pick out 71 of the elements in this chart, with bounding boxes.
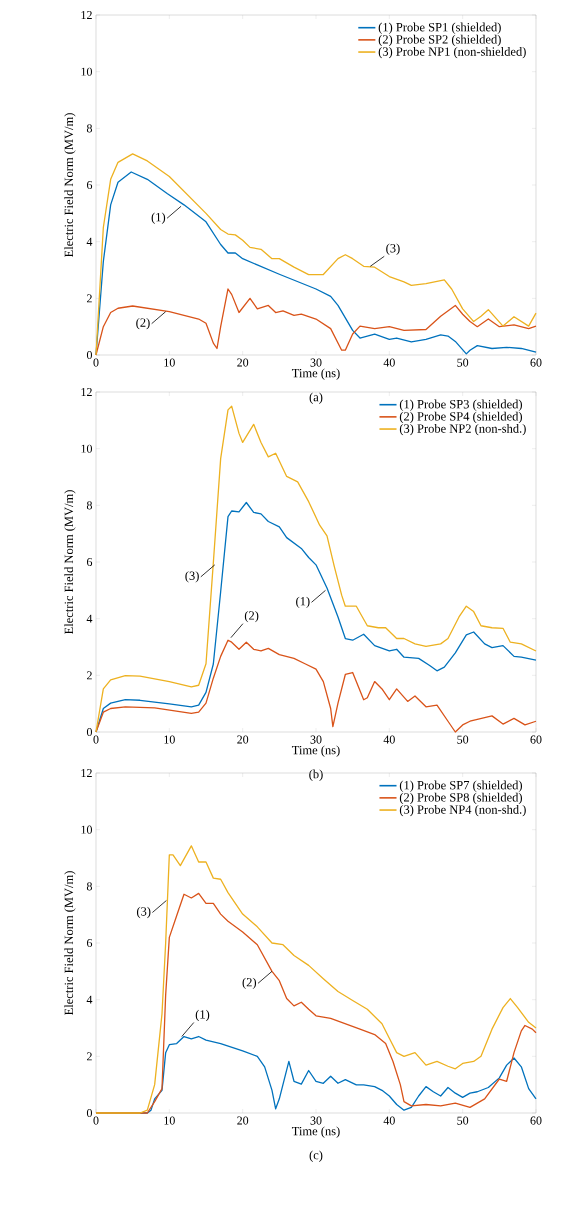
x-tick-label: 50 — [457, 358, 469, 367]
x-tick-label: 0 — [93, 1116, 99, 1125]
x-tick-label: 30 — [310, 1116, 322, 1125]
x-tick-label: 20 — [237, 1116, 249, 1125]
x-tick-label: 30 — [310, 358, 322, 367]
annotation: (2) — [244, 610, 259, 623]
y-tick-label: 4 — [86, 995, 93, 1004]
x-tick-label: 50 — [457, 735, 469, 744]
x-tick-label: 60 — [530, 735, 542, 744]
line-series — [95, 845, 537, 1114]
y-tick-label: 12 — [81, 11, 92, 19]
y-tick-label: 4 — [86, 237, 93, 246]
annotation: (b) — [309, 769, 323, 781]
x-tick-label: 20 — [237, 358, 249, 367]
x-tick-label: 50 — [457, 1116, 469, 1125]
y-tick-label: 6 — [86, 557, 93, 567]
y-axis-title: Electric Field Norm (MV/m) — [64, 871, 76, 1016]
annotation: (3) — [136, 906, 151, 919]
y-tick-label: 0 — [86, 350, 92, 360]
annotation: (1) — [296, 596, 310, 609]
x-tick-label: 60 — [530, 358, 542, 367]
legend-label: (1) Probe SP1 (shielded) — [378, 22, 501, 34]
y-axis-title: Electric Field Norm (MV/m) — [64, 490, 76, 635]
x-tick-label: 60 — [530, 1116, 542, 1125]
y-axis-title: Electric Field Norm (MV/m) — [64, 113, 76, 258]
x-axis-title: Time (ns) — [291, 1126, 340, 1138]
y-tick-label: 6 — [86, 938, 93, 948]
legend-label: (1) Probe SP7 (shielded) — [399, 780, 522, 792]
annotation: (1) — [151, 212, 166, 224]
annotation: (2) — [136, 318, 150, 330]
legend-label: (3) Probe NP4 (non-shd.) — [399, 804, 526, 817]
annotation: (3) — [386, 243, 400, 255]
y-tick-label: 8 — [86, 501, 92, 510]
y-tick-label: 8 — [86, 882, 92, 891]
x-tick-label: 10 — [164, 1116, 175, 1125]
y-tick-label: 6 — [86, 180, 93, 190]
y-tick-label: 4 — [86, 614, 93, 623]
x-tick-label: 40 — [383, 358, 395, 367]
annotation: (a) — [309, 392, 323, 404]
y-tick-label: 2 — [87, 671, 92, 680]
legend-label: (2) Probe SP4 (shielded) — [399, 411, 522, 424]
x-axis-title: Time (ns) — [291, 368, 340, 380]
y-tick-label: 12 — [81, 388, 92, 396]
legend-label: (3) Probe NP2 (non-shd.) — [399, 423, 526, 436]
y-tick-label: 0 — [86, 727, 92, 737]
x-tick-label: 30 — [310, 735, 322, 744]
annotation: (1) — [195, 1009, 210, 1022]
y-tick-label: 2 — [87, 294, 92, 303]
legend-label: (2) Probe SP8 (shielded) — [399, 792, 522, 805]
x-tick-label: 20 — [237, 735, 249, 744]
y-tick-label: 2 — [87, 1052, 92, 1061]
y-tick-label: 8 — [86, 124, 92, 133]
x-tick-label: 40 — [383, 735, 395, 744]
annotation: (3) — [185, 571, 199, 583]
y-tick-label: 0 — [86, 1108, 92, 1118]
legend-label: (3) Probe NP1 (non-shielded) — [378, 46, 526, 59]
x-tick-label: 10 — [164, 735, 175, 744]
x-tick-label: 10 — [164, 358, 175, 367]
text: (c) — [309, 1150, 323, 1162]
y-tick-label: 12 — [81, 769, 92, 777]
annotation: (2) — [242, 977, 257, 990]
x-tick-label: 0 — [93, 358, 99, 367]
x-axis-title: Time (ns) — [291, 745, 340, 757]
legend-label: (1) Probe SP3 (shielded) — [399, 399, 522, 411]
y-tick-label: 10 — [81, 67, 92, 76]
x-tick-label: 0 — [93, 735, 99, 744]
legend-label: (2) Probe SP2 (shielded) — [378, 34, 501, 47]
y-tick-label: 10 — [81, 825, 92, 834]
x-tick-label: 40 — [383, 1116, 395, 1125]
y-tick-label: 10 — [81, 444, 92, 453]
line-series — [95, 639, 537, 733]
